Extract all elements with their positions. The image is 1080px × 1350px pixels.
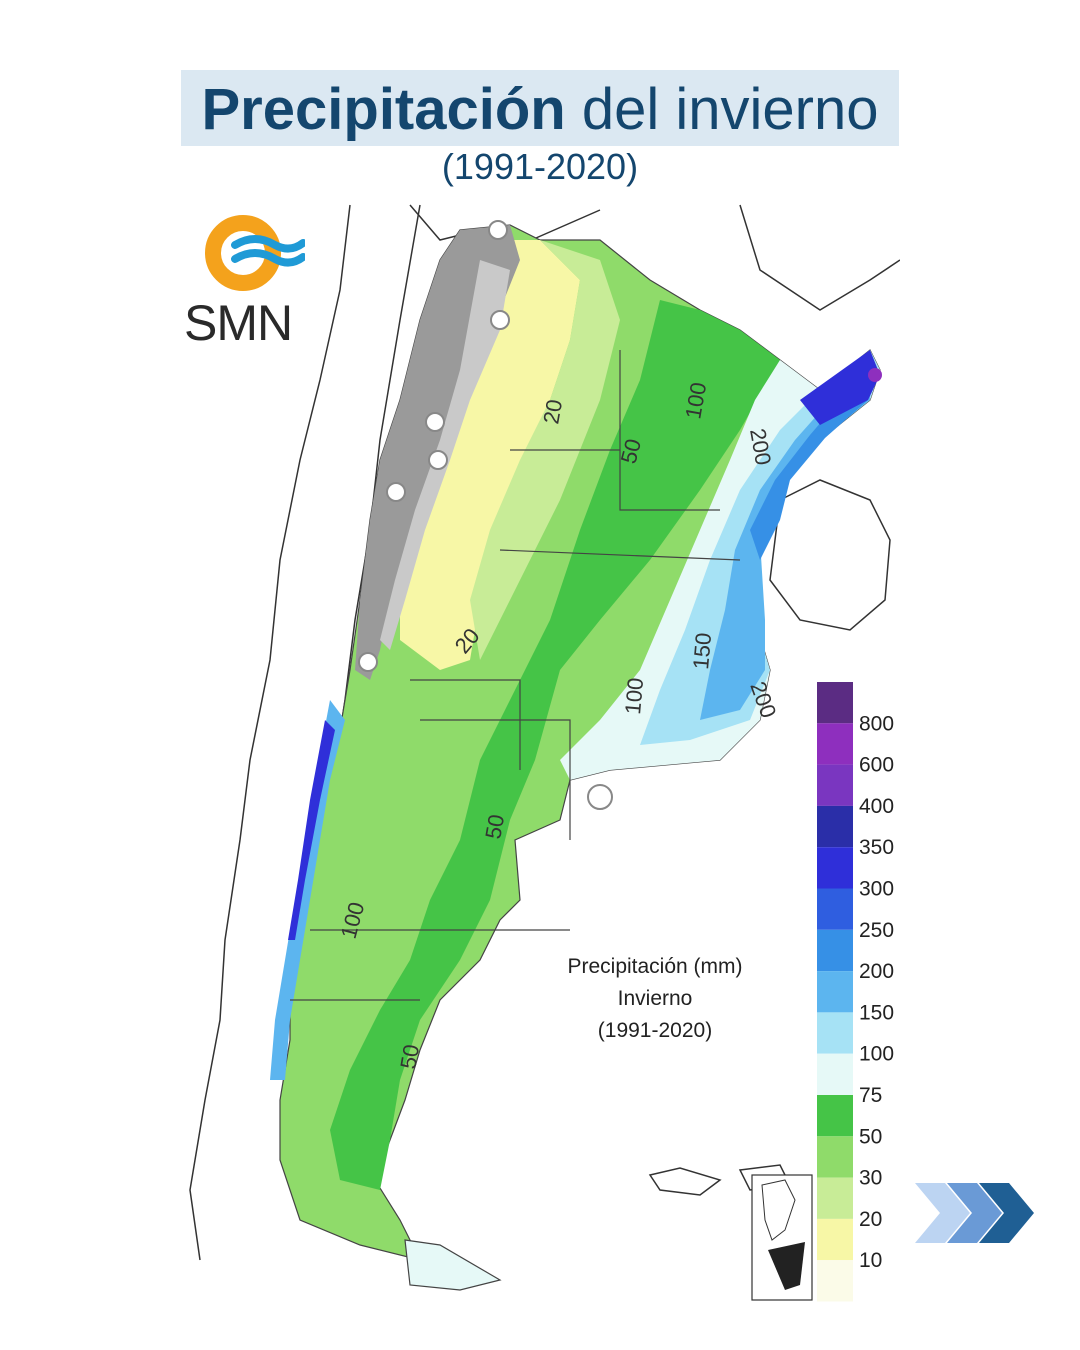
smn-logo-text: SMN [184,295,293,351]
title-banner [181,70,899,146]
city-marker [425,412,445,432]
color-scale-legend: 800 600 400 350 300 250 200 150 100 75 50 30 20 10 [817,682,894,1302]
misiones-peak [868,368,882,382]
legend-swatch [817,1053,853,1095]
legend-title: Precipitación (mm) Invierno (1991-2020) [567,955,742,1042]
legend-label: 350 [859,836,894,859]
zone-misiones [800,350,880,425]
legend-swatch [817,929,853,972]
contour-label: 20 [538,397,567,425]
contour-labels: 20 20 50 100 200 150 100 200 50 100 50 [336,380,782,1071]
zone-10-20mm [400,240,580,670]
contour-label: 100 [620,677,648,716]
legend-swatch [817,1260,853,1302]
legend-label: 30 [859,1167,882,1190]
page-title: Precipitación del invierno [181,70,899,146]
title-rest: del invierno [581,77,879,142]
tierra-del-fuego [404,1239,502,1291]
legend-label: 250 [859,919,894,942]
city-marker [428,450,448,470]
legend-swatch [817,888,853,930]
contour-label: 150 [688,632,716,671]
inset-locator-map [751,1174,813,1301]
zone-50mm [330,300,780,1190]
legend-label: 400 [859,795,894,818]
city-marker [488,220,508,240]
legend-swatch [817,805,853,848]
legend-swatch [817,1177,853,1219]
legend-label: 75 [859,1084,882,1107]
legend-label: 600 [859,754,894,777]
contour-label: 50 [480,812,509,840]
paraguay-border-line [739,204,900,311]
legend-label: 10 [859,1249,882,1272]
page-subtitle: (1991-2020) [441,146,639,187]
chevron-right-icon [979,1183,1034,1243]
legend-swatch [817,1095,853,1137]
legend-label: 200 [859,960,894,983]
contour-label: 50 [395,1042,424,1070]
legend-swatch [817,723,853,765]
city-marker [386,482,406,502]
legend-label: 100 [859,1043,894,1066]
legend-swatch [817,847,853,889]
legend-label: 150 [859,1001,894,1024]
chile-coast-line [189,204,351,1261]
legend-swatch [817,1012,853,1054]
uruguay-border-line [769,479,891,631]
legend-swatch [817,682,853,724]
zone-200-250mm [750,380,870,560]
zone-100-150mm [640,350,880,745]
zone-patagonia-very-wet [288,720,335,940]
zone-patagonia-wet [270,700,345,1080]
legend-label: 20 [859,1208,882,1231]
legend-label: 800 [859,712,894,735]
legend-swatch [817,971,853,1013]
city-marker [587,784,613,810]
legend-swatch [817,764,853,806]
city-marker [358,652,378,672]
legend-title-line: Invierno [618,987,693,1010]
legend-label: 50 [859,1125,882,1148]
legend-title-line: (1991-2020) [598,1019,712,1042]
legend-swatch [817,1218,853,1261]
chevron-right-icon [915,1183,970,1243]
chevron-right-icon [947,1183,1002,1243]
province-lines [290,350,741,1001]
legend-title-line: Precipitación (mm) [567,955,742,978]
legend-label: 300 [859,878,894,901]
next-button[interactable] [915,1178,1065,1248]
city-marker [490,310,510,330]
city-markers [358,220,613,810]
precipitation-map: 20 20 50 100 200 150 100 200 50 100 50 P… [189,204,900,1302]
smn-logo-icon [205,215,305,291]
legend-swatch [817,1136,853,1178]
zone-150-200mm [700,375,870,720]
title-bold: Precipitación [201,77,566,142]
